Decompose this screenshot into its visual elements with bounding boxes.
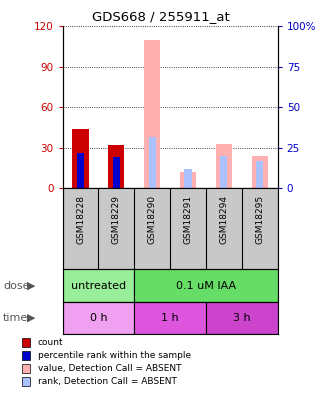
Bar [108, 145, 125, 188]
Text: GSM18294: GSM18294 [219, 195, 229, 244]
Text: 0.1 uM IAA: 0.1 uM IAA [176, 281, 236, 290]
Bar [149, 137, 156, 188]
Text: time: time [3, 313, 29, 323]
Bar [134, 302, 206, 334]
Text: dose: dose [3, 281, 30, 290]
Bar [73, 129, 89, 188]
Bar [256, 161, 263, 188]
Bar [77, 153, 84, 188]
Text: 1 h: 1 h [161, 313, 179, 323]
Text: percentile rank within the sample: percentile rank within the sample [38, 351, 191, 360]
Text: GSM18291: GSM18291 [184, 195, 193, 244]
Bar [206, 302, 278, 334]
Text: ▶: ▶ [27, 313, 36, 323]
Text: untreated: untreated [71, 281, 126, 290]
Text: 0 h: 0 h [90, 313, 107, 323]
Text: GSM18290: GSM18290 [148, 195, 157, 244]
Bar [63, 269, 134, 302]
Text: GSM18229: GSM18229 [112, 195, 121, 244]
Text: 3 h: 3 h [233, 313, 251, 323]
Text: value, Detection Call = ABSENT: value, Detection Call = ABSENT [38, 364, 181, 373]
Text: count: count [38, 338, 63, 347]
Bar [134, 269, 278, 302]
Text: ▶: ▶ [27, 281, 36, 290]
Bar [63, 302, 134, 334]
Bar [216, 144, 232, 188]
Bar [185, 169, 192, 188]
Bar [220, 156, 228, 188]
Bar [252, 156, 268, 188]
Bar [113, 157, 120, 188]
Bar [144, 40, 160, 188]
Text: GSM18295: GSM18295 [255, 195, 264, 244]
Text: GSM18228: GSM18228 [76, 195, 85, 244]
Text: rank, Detection Call = ABSENT: rank, Detection Call = ABSENT [38, 377, 177, 386]
Bar [180, 172, 196, 188]
Text: GDS668 / 255911_at: GDS668 / 255911_at [91, 10, 230, 23]
